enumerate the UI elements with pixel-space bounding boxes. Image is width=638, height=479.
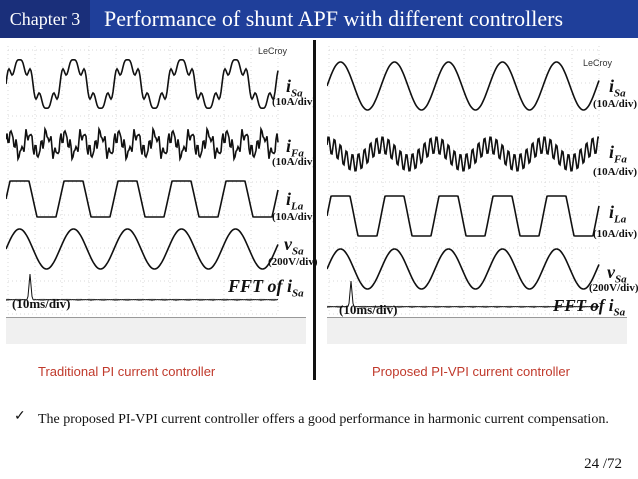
trace-isa <box>327 61 600 111</box>
label-vsa: vSa <box>284 234 304 258</box>
unit-ifa: (10A/div) <box>272 156 316 168</box>
caption-left: Traditional PI current controller <box>38 364 216 379</box>
time-scale: (10ms/div) <box>339 302 398 317</box>
slide-title: Performance of shunt APF with different … <box>104 6 564 31</box>
trace-vsa <box>327 248 600 290</box>
oscilloscope-left: LeCroy iSa (10A/div) iFa (10A/div) iLa (… <box>6 44 318 344</box>
time-scale: (10ms/div) <box>12 296 71 311</box>
label-ila: iLa <box>286 189 304 213</box>
bullet-text: The proposed PI-VPI current controller o… <box>38 412 609 427</box>
unit-vsa: (200V/div) <box>589 282 638 294</box>
unit-ifa: (10A/div) <box>593 166 637 178</box>
unit-isa: (10A/div) <box>593 98 637 110</box>
caption-right: Proposed PI-VPI current controller <box>372 364 570 379</box>
chapter-label: Chapter 3 <box>0 0 90 38</box>
trace-ila <box>327 195 600 237</box>
column-divider <box>313 40 316 380</box>
oscilloscope-right: LeCroy iSa (10A/div) iFa (10A/div) iLa (… <box>327 44 638 344</box>
label-fft: FFT of iSa <box>228 276 304 300</box>
fft-trace <box>6 273 279 302</box>
trace-ifa <box>327 136 600 172</box>
label-ifa: iFa <box>286 136 304 160</box>
scope-brand: LeCroy <box>583 58 613 68</box>
fft-trace <box>327 280 600 309</box>
unit-vsa: (200V/div) <box>268 256 318 268</box>
label-isa: iSa <box>286 76 303 100</box>
trace-ila <box>6 180 279 218</box>
trace-vsa <box>6 228 279 270</box>
label-isa: iSa <box>609 76 626 100</box>
unit-ila: (10A/div) <box>593 228 637 240</box>
waveform-plot-right <box>327 46 600 315</box>
slide-header: Chapter 3 Performance of shunt APF with … <box>0 0 638 38</box>
page-number: 24 /72 <box>584 456 622 472</box>
label-ifa: iFa <box>609 142 627 166</box>
scope-brand: LeCroy <box>258 46 288 56</box>
waveform-plot-left <box>6 46 279 315</box>
trace-ifa <box>6 126 279 162</box>
label-fft: FFT of iSa <box>553 296 626 319</box>
scope-status-bar <box>327 317 627 344</box>
check-icon: ✓ <box>14 409 26 424</box>
scope-status-bar <box>6 317 306 344</box>
label-ila: iLa <box>609 202 627 226</box>
unit-isa: (10A/div) <box>272 96 316 108</box>
trace-isa <box>6 59 279 109</box>
label-vsa: vSa <box>607 262 627 286</box>
unit-ila: (10A/div) <box>272 211 316 223</box>
